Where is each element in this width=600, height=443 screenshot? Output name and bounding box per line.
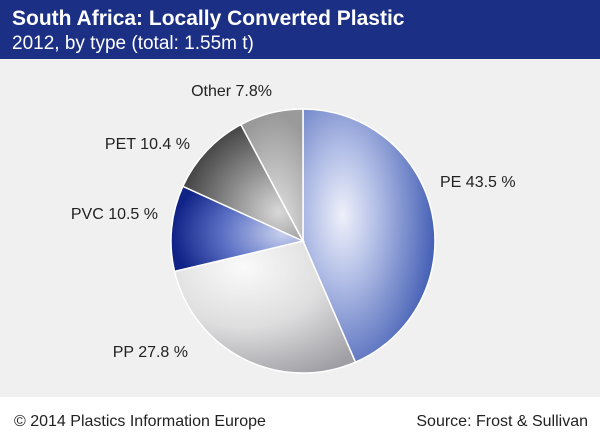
plot-area: PE 43.5 % PP 27.8 % PVC 10.5 % PET 10.4 % Ot… — [0, 59, 600, 397]
slice-label-other: Other 7.8% — [191, 83, 272, 100]
chart-title: South Africa: Locally Converted Plastic — [12, 7, 405, 30]
chart-subtitle: 2012, by type (total: 1.55m t) — [12, 33, 254, 54]
slice-label-pp: PP 27.8 % — [113, 344, 188, 361]
chart-header: South Africa: Locally Converted Plastic … — [0, 0, 600, 59]
pie-slice-pp — [173, 240, 357, 374]
pie-slice-pvc — [170, 185, 306, 273]
slice-label-pvc: PVC 10.5 % — [71, 206, 158, 223]
pie-slice-pe — [302, 108, 436, 364]
slice-label-pe: PE 43.5 % — [440, 174, 516, 191]
copyright-note: © 2014 Plastics Information Europe — [14, 413, 266, 430]
pie-slice-pet — [181, 123, 305, 243]
source-note: Source: Frost & Sullivan — [416, 413, 588, 430]
chart-footer: © 2014 Plastics Information Europe Sourc… — [0, 397, 600, 443]
pie-slice-other — [239, 108, 304, 242]
slice-label-pet: PET 10.4 % — [105, 136, 190, 153]
pie-chart: PE 43.5 % PP 27.8 % PVC 10.5 % PET 10.4 % Ot… — [71, 83, 516, 374]
